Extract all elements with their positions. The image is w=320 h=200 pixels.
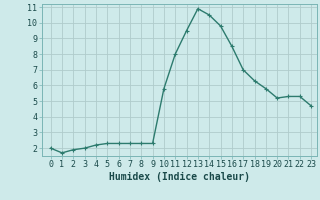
- X-axis label: Humidex (Indice chaleur): Humidex (Indice chaleur): [109, 172, 250, 182]
